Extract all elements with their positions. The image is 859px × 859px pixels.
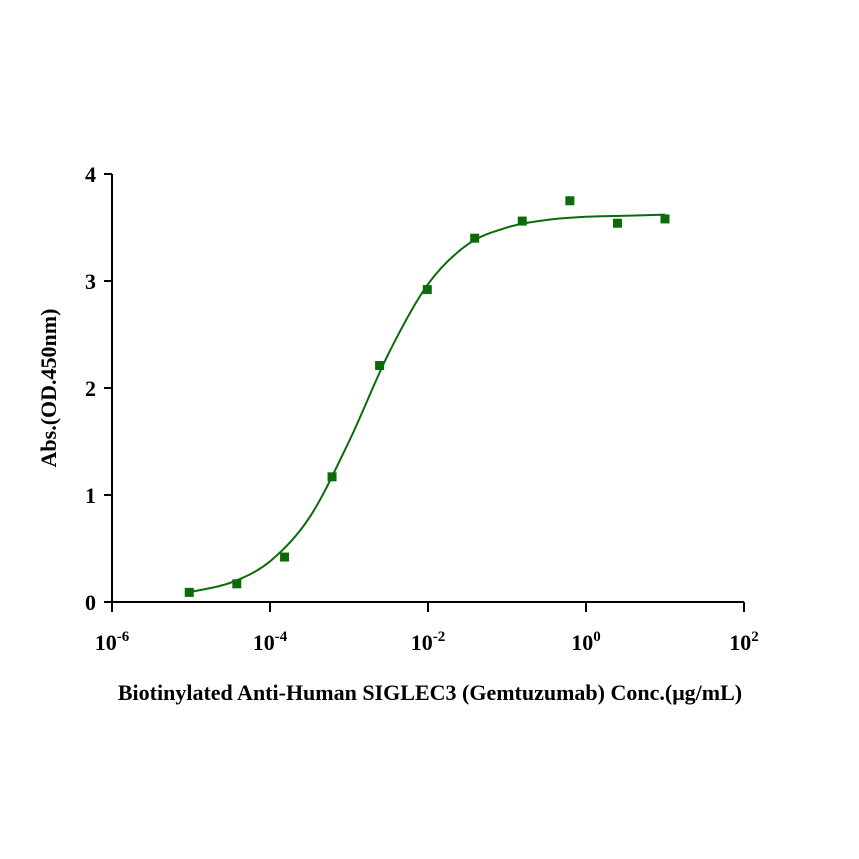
- fit-curve: [190, 213, 666, 593]
- data-point: [565, 196, 575, 206]
- y-tick-label: 1: [85, 483, 96, 508]
- data-point: [232, 579, 242, 589]
- y-tick-label: 2: [85, 376, 96, 401]
- data-point: [375, 361, 385, 371]
- data-point: [517, 216, 527, 226]
- data-point: [280, 552, 290, 562]
- x-axis-label: Biotinylated Anti-Human SIGLEC3 (Gemtuzu…: [118, 680, 742, 705]
- data-point: [422, 285, 432, 295]
- x-tick-label: 10-6: [95, 629, 130, 655]
- x-tick-label: 100: [571, 629, 601, 655]
- data-point: [660, 214, 670, 224]
- data-point: [470, 233, 480, 243]
- data-point: [612, 218, 622, 228]
- data-point: [184, 587, 194, 597]
- x-tick-label: 10-4: [253, 629, 288, 655]
- x-tick-label: 10-2: [411, 629, 446, 655]
- x-tick-label: 102: [729, 629, 759, 655]
- y-tick-label: 0: [85, 590, 96, 615]
- y-tick-label: 3: [85, 269, 96, 294]
- y-axis-label: Abs.(OD.450nm): [36, 309, 61, 468]
- y-tick-label: 4: [85, 162, 96, 187]
